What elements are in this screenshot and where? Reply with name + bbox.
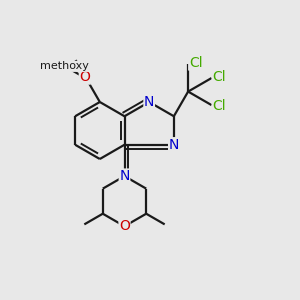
Text: N: N bbox=[119, 169, 130, 183]
Text: Cl: Cl bbox=[212, 70, 226, 83]
Text: N: N bbox=[144, 95, 154, 109]
Text: Cl: Cl bbox=[189, 56, 202, 70]
Text: N: N bbox=[169, 138, 179, 152]
Text: methoxy: methoxy bbox=[40, 61, 89, 71]
Text: O: O bbox=[119, 219, 130, 233]
Text: Cl: Cl bbox=[212, 99, 226, 113]
Text: O: O bbox=[79, 70, 90, 84]
